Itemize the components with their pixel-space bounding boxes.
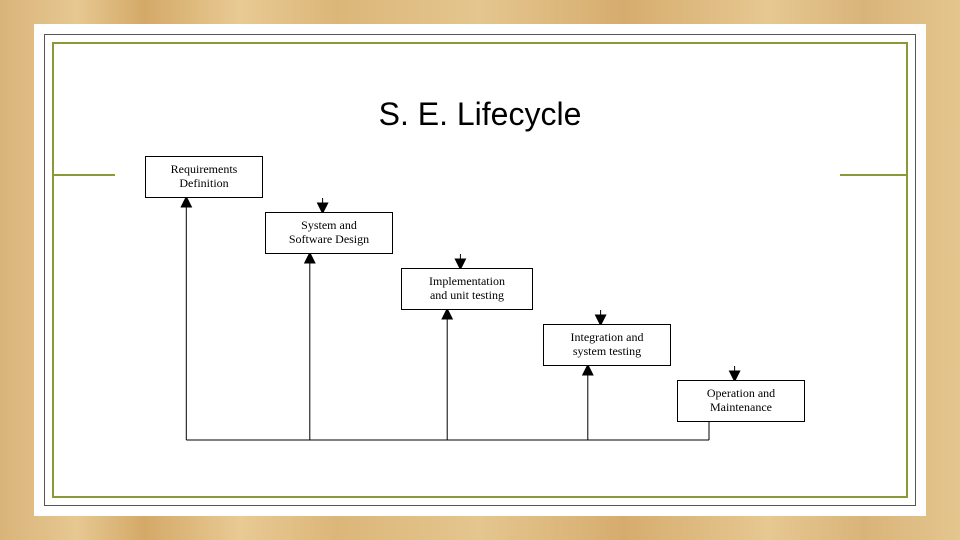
page-title: S. E. Lifecycle [330, 96, 630, 133]
accent-line-left [52, 174, 120, 176]
flow-node-n3: Implementationand unit testing [401, 268, 533, 310]
flow-node-n4: Integration andsystem testing [543, 324, 671, 366]
waterfall-diagram: RequirementsDefinitionSystem andSoftware… [115, 150, 839, 450]
accent-line-right [840, 174, 908, 176]
flow-node-n2: System andSoftware Design [265, 212, 393, 254]
flow-node-n5: Operation andMaintenance [677, 380, 805, 422]
flow-node-n1: RequirementsDefinition [145, 156, 263, 198]
